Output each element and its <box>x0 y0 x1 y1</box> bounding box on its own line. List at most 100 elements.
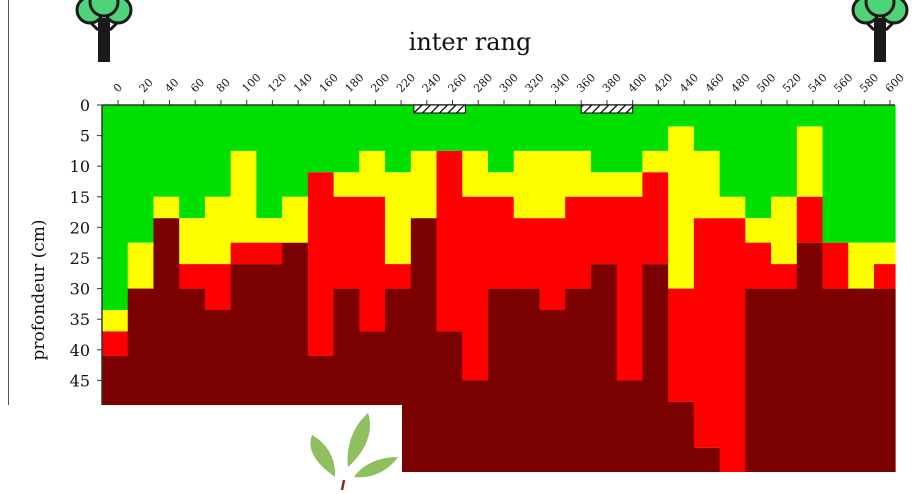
profile-cell <box>179 105 206 219</box>
leaf-left-icon <box>310 435 336 477</box>
x-tick-label: 600 <box>883 71 907 95</box>
profile-cell <box>204 264 232 311</box>
profile-cell <box>539 150 566 219</box>
x-tick-label: 200 <box>368 71 392 95</box>
profile-cell <box>796 196 824 243</box>
leaf-top-icon <box>347 413 370 467</box>
profile-cell <box>745 242 772 289</box>
x-tick-label: 420 <box>651 71 675 95</box>
profile-cell <box>590 172 618 197</box>
profile-cell <box>488 196 515 289</box>
leaf-right-icon <box>354 457 398 478</box>
profile-cell <box>282 105 309 197</box>
tree-right-icon <box>851 0 909 62</box>
hatched-marker <box>580 104 634 114</box>
profile-cell <box>693 105 721 151</box>
profile-cell <box>179 264 206 289</box>
profile-cell <box>230 150 257 243</box>
profile-cell <box>642 105 669 151</box>
profile-cell <box>539 310 566 472</box>
profile-cell <box>642 264 669 472</box>
profile-cell <box>848 105 875 243</box>
x-tick-label: 140 <box>291 71 315 95</box>
x-tick-label: 380 <box>600 71 624 95</box>
y-tick-label: 10 <box>70 157 90 176</box>
x-tick-label: 0 <box>111 81 125 95</box>
profile-cell <box>848 288 875 472</box>
y-tick-label: 25 <box>70 249 90 268</box>
x-tick-label: 120 <box>265 71 289 95</box>
logo-overlay <box>0 405 402 491</box>
x-tick-label: 100 <box>240 71 264 95</box>
x-tick-label: 400 <box>626 71 650 95</box>
x-tick-label: 540 <box>806 71 830 95</box>
profile-cell <box>565 150 592 197</box>
y-tick-label: 30 <box>70 280 90 299</box>
profile-cell <box>256 105 283 219</box>
y-tick-labels: 05101520253035404550 <box>70 96 90 421</box>
profile-cell <box>333 196 360 289</box>
profile-cell <box>822 105 849 243</box>
x-tick-label: 80 <box>214 76 233 95</box>
y-tick-label: 0 <box>80 96 90 115</box>
profile-cell <box>102 331 129 356</box>
profile-cell <box>745 288 772 472</box>
x-tick-label: 280 <box>471 71 495 95</box>
leaf-logo <box>310 413 398 491</box>
profile-cell <box>385 264 412 289</box>
profile-cell <box>796 242 824 472</box>
profile-cell <box>436 150 463 332</box>
profile-cell <box>102 310 129 332</box>
profile-cell <box>719 196 746 219</box>
hatched-marker <box>413 104 466 114</box>
profile-cell <box>462 196 489 381</box>
profile-cell <box>668 401 695 472</box>
logo-stem-icon <box>340 479 346 491</box>
x-tick-label: 320 <box>523 71 547 95</box>
x-tick-label: 360 <box>574 71 598 95</box>
y-tick-label: 20 <box>70 218 90 237</box>
profile-cell <box>539 218 566 311</box>
profile-cell <box>127 105 155 243</box>
profile-cell <box>385 172 412 265</box>
x-tick-label: 60 <box>188 76 207 95</box>
profile-cell <box>333 105 360 173</box>
profile-cell <box>590 105 618 173</box>
profile-cell <box>693 447 721 472</box>
x-tick-label: 500 <box>754 71 778 95</box>
profile-cell <box>616 196 643 381</box>
profile-cell <box>874 242 896 265</box>
profile-cell <box>385 105 412 173</box>
profile-cell <box>462 150 489 197</box>
x-tick-label: 260 <box>445 71 469 95</box>
x-tick-label: 160 <box>317 71 341 95</box>
profile-cell <box>127 242 155 289</box>
profile-cell <box>153 105 180 197</box>
profile-cell <box>771 196 798 265</box>
profile-cell <box>668 126 695 289</box>
profile-cell <box>642 150 669 173</box>
profile-cell <box>719 105 746 197</box>
profile-cell <box>488 105 515 173</box>
left-border-line <box>8 0 9 405</box>
profile-cell <box>668 288 695 402</box>
profile-cell <box>642 172 669 265</box>
profile-cell <box>874 288 896 472</box>
profile-cell <box>565 288 592 472</box>
chart-title: inter rang <box>409 28 532 56</box>
profile-cell <box>333 172 360 197</box>
x-tick-label: 220 <box>394 71 418 95</box>
x-tick-label: 480 <box>729 71 753 95</box>
profile-cell <box>488 172 515 197</box>
x-tick-label: 300 <box>497 71 521 95</box>
profile-cell <box>874 264 896 289</box>
profile-cell <box>848 242 875 289</box>
x-tick-label: 580 <box>857 71 881 95</box>
profile-cell <box>822 242 849 289</box>
profile-cell <box>796 126 824 197</box>
x-tick-label: 340 <box>548 71 572 95</box>
profile-cell <box>513 105 541 151</box>
profile-cell <box>359 150 386 197</box>
profile-cell <box>668 105 695 127</box>
